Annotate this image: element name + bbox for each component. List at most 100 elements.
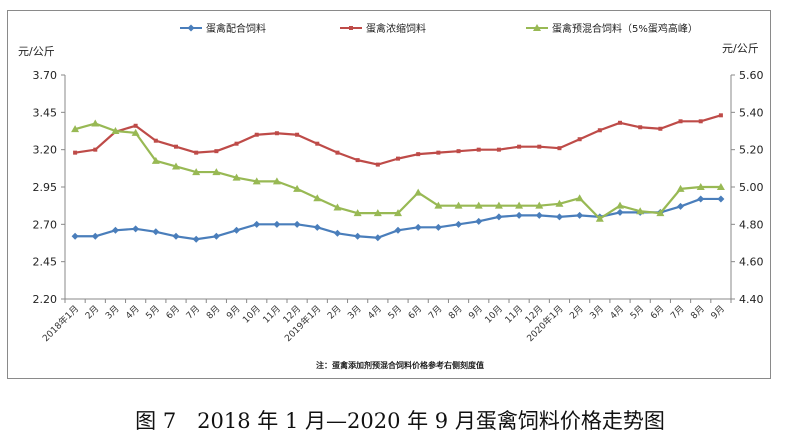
x-tick-label: 8月 xyxy=(204,303,222,321)
data-point xyxy=(375,162,380,167)
data-point xyxy=(373,209,382,217)
x-tick-label: 6月 xyxy=(406,303,424,321)
data-point xyxy=(233,226,241,234)
data-point xyxy=(494,201,503,209)
data-point xyxy=(436,150,441,155)
data-point xyxy=(174,144,178,149)
right-axis-unit: 元/公斤 xyxy=(722,42,759,55)
data-point xyxy=(716,183,725,190)
x-tick-label: 2月 xyxy=(83,303,101,321)
x-tick-label: 2月 xyxy=(568,303,586,321)
data-point xyxy=(153,138,158,143)
data-point xyxy=(374,234,382,242)
series-0 xyxy=(71,195,725,243)
left-axis-unit: 元/公斤 xyxy=(18,45,55,58)
x-tick-label: 5月 xyxy=(628,303,646,321)
x-tick-label: 5月 xyxy=(386,303,404,321)
data-point xyxy=(91,119,100,127)
data-point xyxy=(455,220,463,228)
right-tick-label: 4.80 xyxy=(739,218,764,231)
right-tick-label: 5.00 xyxy=(739,181,764,194)
data-point xyxy=(618,120,622,125)
data-point xyxy=(214,149,219,154)
data-point xyxy=(192,235,200,243)
x-tick-label: 7月 xyxy=(668,303,686,321)
x-tick-label: 9月 xyxy=(224,303,242,321)
data-point xyxy=(91,232,99,240)
data-point xyxy=(394,209,402,217)
data-point xyxy=(414,223,422,231)
data-point xyxy=(187,24,195,32)
data-point xyxy=(535,201,544,209)
data-point xyxy=(515,201,524,209)
data-point xyxy=(496,147,501,152)
data-point xyxy=(212,232,220,240)
data-point xyxy=(555,213,563,221)
data-point xyxy=(696,183,705,190)
line-chart: 蛋禽配合饲料 蛋禽浓缩饲料 蛋禽预混合饲料（5%蛋鸡高峰） 元/公斤 元/公斤 2.… xyxy=(18,22,764,370)
data-point xyxy=(394,226,402,234)
data-point xyxy=(295,132,300,137)
data-point xyxy=(192,168,201,176)
x-tick-label: 2月 xyxy=(325,303,343,321)
data-point xyxy=(73,150,78,155)
figure-caption: 图 7 2018 年 1 月—2020 年 9 月蛋禽饲料价格走势图 xyxy=(135,409,665,433)
data-point xyxy=(335,150,340,155)
data-point xyxy=(355,158,360,163)
data-point xyxy=(111,127,120,134)
data-point xyxy=(151,156,160,164)
x-tick-label: 3月 xyxy=(346,303,364,321)
data-point xyxy=(353,209,362,217)
data-point xyxy=(194,150,199,155)
data-point xyxy=(557,146,562,151)
data-point xyxy=(656,209,665,217)
data-point xyxy=(111,226,119,234)
data-point xyxy=(476,147,481,152)
data-point xyxy=(133,123,138,128)
data-point xyxy=(595,214,604,222)
data-point xyxy=(274,131,279,136)
data-point xyxy=(576,211,584,219)
left-tick-label: 3.20 xyxy=(33,144,58,157)
left-tick-label: 2.20 xyxy=(33,293,58,306)
data-point xyxy=(718,113,723,118)
x-tick-label: 10月 xyxy=(483,303,505,325)
data-point xyxy=(396,156,400,161)
series-line xyxy=(74,122,721,220)
legend-item: 蛋禽浓缩饲料 xyxy=(340,22,426,35)
right-tick-label: 4.60 xyxy=(739,256,764,269)
legend-label: 蛋禽预混合饲料（5%蛋鸡高峰） xyxy=(552,22,698,35)
data-point xyxy=(254,132,259,137)
left-tick-label: 2.70 xyxy=(33,218,58,231)
data-point xyxy=(638,125,643,130)
data-point xyxy=(93,147,98,152)
data-point xyxy=(212,168,221,176)
data-point xyxy=(616,208,624,216)
data-point xyxy=(273,220,281,228)
data-point xyxy=(172,162,180,170)
data-point xyxy=(537,144,542,149)
data-point xyxy=(517,144,522,149)
data-point xyxy=(315,141,320,146)
data-point xyxy=(71,125,80,133)
data-point xyxy=(293,184,302,192)
chart-note: 注：蛋禽添加剂预混合饲料价格参考右侧刻度值 xyxy=(316,360,484,370)
data-point xyxy=(252,177,261,185)
data-point xyxy=(697,195,705,203)
x-tick-label: 6月 xyxy=(648,303,666,321)
left-tick-label: 3.45 xyxy=(33,106,58,119)
left-tick-label: 2.45 xyxy=(33,256,58,269)
x-tick-label: 3月 xyxy=(588,303,606,321)
data-point xyxy=(293,220,301,228)
data-point xyxy=(533,24,541,31)
data-point xyxy=(313,194,322,202)
data-point xyxy=(71,232,79,240)
legend-item: 蛋禽配合饲料 xyxy=(180,22,266,35)
data-point xyxy=(234,141,239,146)
data-point xyxy=(414,188,423,196)
data-point xyxy=(172,232,180,240)
series-1 xyxy=(73,113,723,167)
x-tick-label: 5月 xyxy=(144,303,162,321)
left-tick-label: 3.70 xyxy=(33,69,58,82)
right-tick-label: 5.60 xyxy=(739,69,764,82)
